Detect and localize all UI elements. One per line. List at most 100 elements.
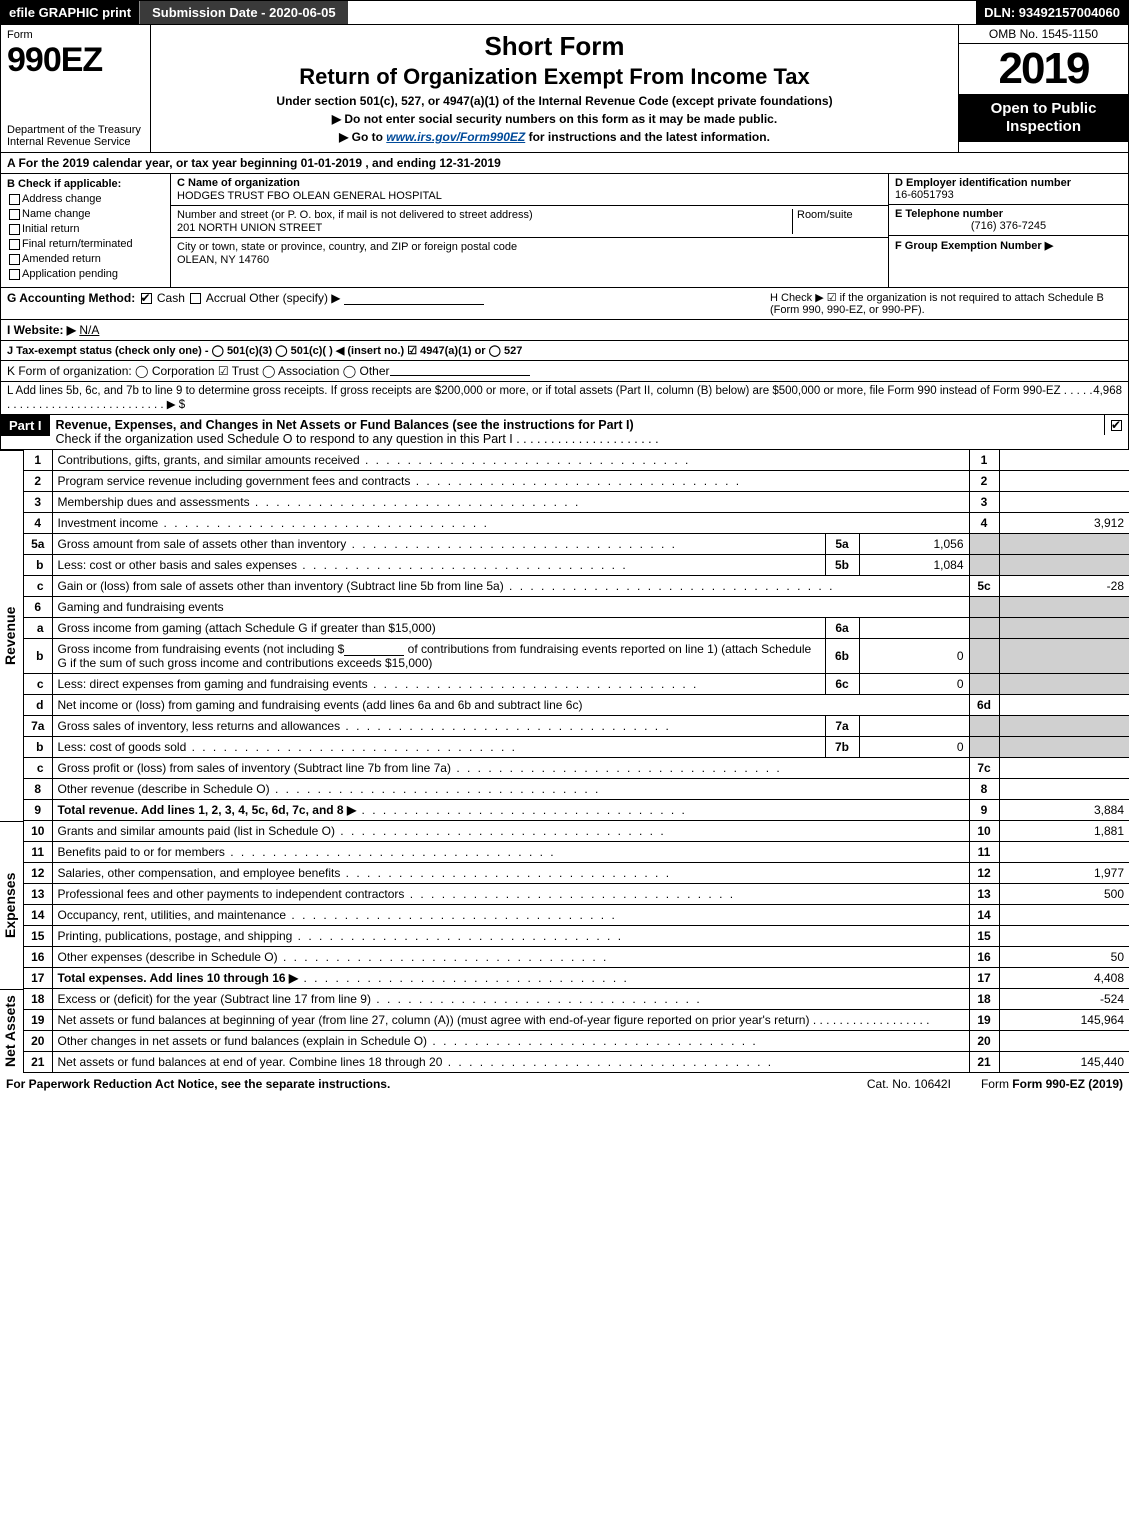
shade [999, 618, 1129, 639]
footer-left: For Paperwork Reduction Act Notice, see … [6, 1077, 837, 1091]
accrual-label: Accrual [206, 291, 246, 305]
chk-application-pending[interactable]: Application pending [7, 268, 164, 280]
l20-d: Other changes in net assets or fund bala… [58, 1034, 428, 1048]
l1-n: 1 [24, 450, 52, 471]
chk-amended-return[interactable]: Amended return [7, 253, 164, 265]
l18-num: 18 [969, 989, 999, 1010]
l5c-n: c [24, 576, 52, 597]
l9-n: 9 [24, 800, 52, 821]
l4-num: 4 [969, 513, 999, 534]
l7c-d: Gross profit or (loss) from sales of inv… [58, 761, 451, 775]
header-center: Short Form Return of Organization Exempt… [151, 25, 958, 152]
shade [999, 555, 1129, 576]
l2-amt [999, 471, 1129, 492]
l6d-amt [999, 695, 1129, 716]
l7a-d: Gross sales of inventory, less returns a… [58, 719, 341, 733]
l20-num: 20 [969, 1031, 999, 1052]
l9-d: Total revenue. Add lines 1, 2, 3, 4, 5c,… [58, 803, 344, 817]
l6-d: Gaming and fundraising events [58, 600, 224, 614]
l13-num: 13 [969, 884, 999, 905]
l10-n: 10 [24, 821, 52, 842]
form-word: Form [7, 29, 144, 41]
l5c-num: 5c [969, 576, 999, 597]
l7a-n: 7a [24, 716, 52, 737]
part1-check[interactable] [1111, 420, 1122, 431]
l5b-sub: 5b [825, 555, 859, 576]
l6c-d: Less: direct expenses from gaming and fu… [58, 677, 368, 691]
footer-right-text: Form 990-EZ (2019) [1012, 1077, 1123, 1091]
chk-cash[interactable] [141, 293, 152, 304]
l4-amt: 3,912 [999, 513, 1129, 534]
chk-address-change[interactable]: Address change [7, 193, 164, 205]
shade [969, 737, 999, 758]
l6c-subamt: 0 [859, 674, 969, 695]
l6a-sub: 6a [825, 618, 859, 639]
chk-final-return[interactable]: Final return/terminated [7, 238, 164, 250]
shade [969, 618, 999, 639]
l7b-subamt: 0 [859, 737, 969, 758]
revenue-section: Revenue 1Contributions, gifts, grants, a… [0, 450, 1129, 821]
form-number: 990EZ [7, 41, 144, 80]
chk-final-return-label: Final return/terminated [22, 238, 133, 250]
l18-n: 18 [24, 989, 52, 1010]
shade [969, 534, 999, 555]
other-blank [344, 293, 484, 305]
shade [969, 674, 999, 695]
chk-address-change-label: Address change [22, 193, 102, 205]
l1-d: Contributions, gifts, grants, and simila… [58, 453, 360, 467]
footer-center: Cat. No. 10642I [837, 1077, 981, 1091]
l11-d: Benefits paid to or for members [58, 845, 225, 859]
l5b-subamt: 1,084 [859, 555, 969, 576]
l11-n: 11 [24, 842, 52, 863]
l20-n: 20 [24, 1031, 52, 1052]
l14-amt [999, 905, 1129, 926]
chk-name-change-label: Name change [22, 208, 91, 220]
l20-amt [999, 1031, 1129, 1052]
box-f-label: F Group Exemption Number ▶ [895, 240, 1053, 252]
l13-n: 13 [24, 884, 52, 905]
chk-initial-return[interactable]: Initial return [7, 223, 164, 235]
irs-link[interactable]: www.irs.gov/Form990EZ [386, 130, 525, 144]
l6d-n: d [24, 695, 52, 716]
l12-d: Salaries, other compensation, and employ… [58, 866, 341, 880]
l8-num: 8 [969, 779, 999, 800]
chk-name-change[interactable]: Name change [7, 208, 164, 220]
l16-amt: 50 [999, 947, 1129, 968]
box-d-label: D Employer identification number [895, 177, 1071, 189]
line-l-value: 4,968 [1093, 385, 1122, 411]
expenses-section: Expenses 10Grants and similar amounts pa… [0, 821, 1129, 989]
line-h: H Check ▶ ☑ if the organization is not r… [762, 291, 1122, 316]
line-l-text: L Add lines 5b, 6c, and 7b to line 9 to … [7, 385, 1093, 411]
l14-d: Occupancy, rent, utilities, and maintena… [58, 908, 287, 922]
l7b-d: Less: cost of goods sold [58, 740, 187, 754]
l5b-d: Less: cost or other basis and sales expe… [58, 558, 297, 572]
expenses-side-label: Expenses [0, 821, 24, 989]
line-k: K Form of organization: ◯ Corporation ☑ … [7, 364, 390, 378]
form-title: Short Form [161, 31, 948, 62]
chk-accrual[interactable] [190, 293, 201, 304]
l12-n: 12 [24, 863, 52, 884]
l5b-n: b [24, 555, 52, 576]
l7a-subamt [859, 716, 969, 737]
l9-num: 9 [969, 800, 999, 821]
website-value: N/A [79, 323, 99, 337]
l6c-n: c [24, 674, 52, 695]
l17-d: Total expenses. Add lines 10 through 16 [58, 971, 286, 985]
tax-year: 2019 [959, 44, 1128, 94]
l6b-sub: 6b [825, 639, 859, 674]
l12-num: 12 [969, 863, 999, 884]
ein-value: 16-6051793 [895, 189, 954, 201]
l15-num: 15 [969, 926, 999, 947]
line-a: A For the 2019 calendar year, or tax yea… [0, 153, 1129, 174]
inspection-box: Open to Public Inspection [959, 94, 1128, 142]
top-bar: efile GRAPHIC print Submission Date - 20… [0, 0, 1129, 25]
l21-d: Net assets or fund balances at end of ye… [58, 1055, 443, 1069]
l10-amt: 1,881 [999, 821, 1129, 842]
cash-label: Cash [157, 291, 185, 305]
shade [999, 639, 1129, 674]
l6b-n: b [24, 639, 52, 674]
submission-date: Submission Date - 2020-06-05 [139, 1, 348, 24]
box-c-street-label: Number and street (or P. O. box, if mail… [177, 209, 533, 221]
box-b: B Check if applicable: Address change Na… [1, 174, 171, 287]
row-gh: G Accounting Method: Cash Accrual Other … [0, 288, 1129, 320]
